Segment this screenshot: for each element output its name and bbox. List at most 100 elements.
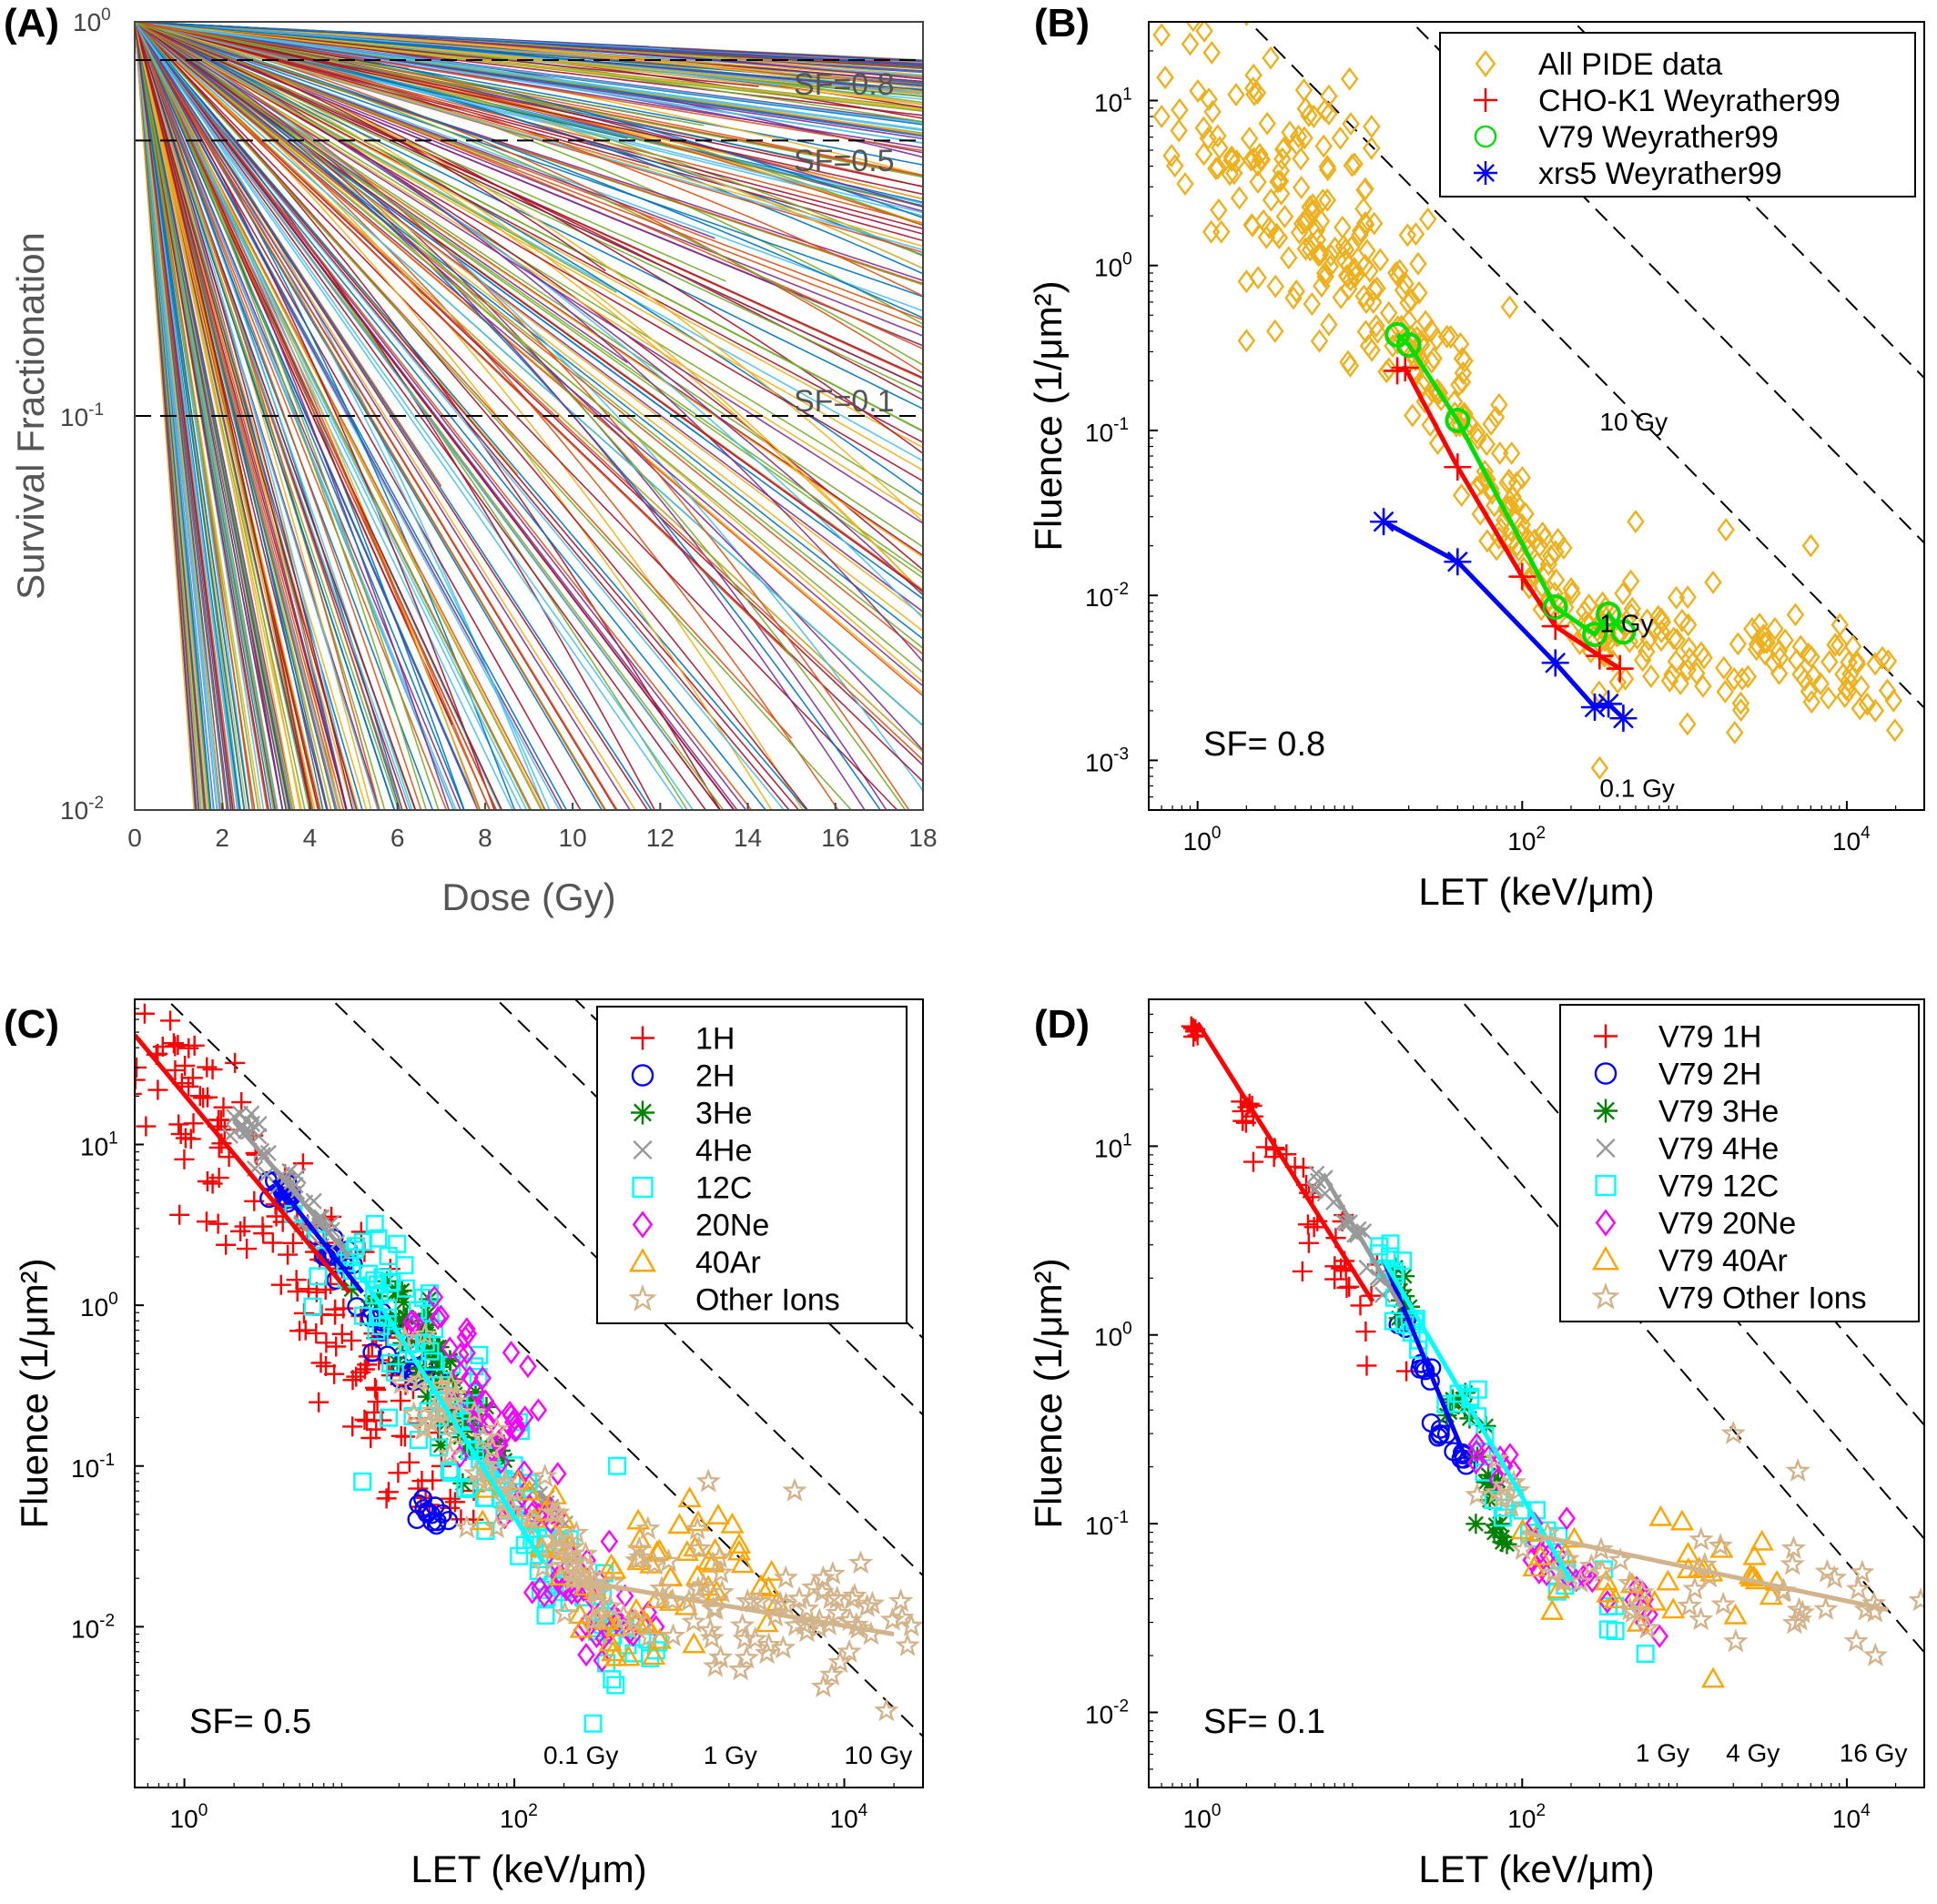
data-point bbox=[577, 1643, 595, 1667]
a-xtick-label: 4 bbox=[303, 824, 318, 852]
survival-curve bbox=[135, 22, 480, 810]
data-point bbox=[1243, 214, 1262, 238]
data-point bbox=[426, 1515, 447, 1535]
data-point bbox=[1561, 619, 1580, 643]
legend-entry: 4He bbox=[633, 1134, 752, 1169]
data-point bbox=[1290, 220, 1309, 245]
data-point bbox=[390, 1391, 411, 1412]
data-point bbox=[1455, 1382, 1476, 1403]
fit-line bbox=[272, 1179, 365, 1294]
survival-curve bbox=[135, 22, 519, 169]
series-other-ions bbox=[389, 1322, 923, 1722]
survival-curve bbox=[135, 22, 923, 726]
xtick-label: 100 bbox=[1183, 824, 1222, 856]
data-point bbox=[1293, 211, 1312, 236]
data-point bbox=[1638, 608, 1657, 633]
data-point bbox=[1731, 691, 1750, 715]
data-point bbox=[1553, 1542, 1577, 1564]
data-point bbox=[1664, 626, 1683, 651]
data-point bbox=[258, 1166, 275, 1183]
data-point bbox=[1342, 112, 1360, 137]
survival-curve bbox=[135, 22, 726, 282]
data-point bbox=[1478, 529, 1496, 553]
data-point bbox=[324, 1363, 345, 1384]
data-point bbox=[782, 1477, 807, 1502]
data-point bbox=[1791, 662, 1810, 686]
data-point bbox=[1725, 666, 1743, 691]
data-point bbox=[1652, 607, 1670, 632]
data-point bbox=[1432, 388, 1450, 412]
data-point bbox=[1298, 1232, 1319, 1253]
legend-entry: V79 12C bbox=[1595, 1170, 1779, 1204]
survival-curve bbox=[135, 22, 923, 762]
data-point bbox=[1371, 248, 1390, 272]
data-point bbox=[759, 1559, 784, 1581]
data-point bbox=[1749, 1529, 1774, 1551]
data-point bbox=[563, 1520, 589, 1544]
legend-entry: V79 3He bbox=[1594, 1095, 1779, 1129]
data-point bbox=[895, 1632, 920, 1656]
data-point bbox=[1156, 66, 1174, 90]
survival-curve bbox=[135, 22, 923, 593]
data-point bbox=[1714, 655, 1733, 680]
data-point bbox=[1352, 218, 1370, 243]
data-point bbox=[1194, 142, 1213, 167]
legend-entry: V79 40Ar bbox=[1591, 1244, 1788, 1279]
data-point bbox=[366, 1419, 387, 1440]
data-point bbox=[1338, 265, 1356, 289]
data-point bbox=[1843, 1628, 1869, 1653]
data-point bbox=[546, 1525, 573, 1550]
data-point bbox=[182, 1068, 203, 1089]
data-point bbox=[639, 1600, 657, 1625]
data-point bbox=[540, 1499, 565, 1524]
data-point bbox=[587, 1624, 606, 1648]
data-point bbox=[353, 1306, 372, 1325]
data-point bbox=[393, 1291, 414, 1312]
data-point bbox=[1547, 540, 1565, 564]
data-point bbox=[667, 1513, 692, 1534]
survival-curve bbox=[135, 22, 923, 444]
panel-a-label: (A) bbox=[4, 1, 59, 46]
data-point bbox=[1222, 148, 1241, 173]
data-point bbox=[440, 1351, 461, 1372]
data-point bbox=[418, 1409, 443, 1433]
survival-curve bbox=[135, 22, 491, 810]
data-point bbox=[1589, 1558, 1615, 1583]
data-point bbox=[1642, 664, 1660, 689]
data-point bbox=[1604, 649, 1622, 673]
data-point bbox=[1315, 98, 1334, 123]
survival-curve bbox=[135, 22, 461, 810]
data-point bbox=[505, 1407, 524, 1432]
data-point bbox=[1105, 45, 1121, 65]
data-point bbox=[685, 1510, 711, 1532]
data-point bbox=[1741, 1565, 1766, 1586]
data-point bbox=[1579, 593, 1598, 618]
data-point bbox=[231, 1092, 252, 1113]
legend-marker bbox=[1595, 1209, 1617, 1237]
data-point bbox=[1617, 1570, 1643, 1595]
data-point bbox=[1465, 1482, 1490, 1506]
data-point bbox=[1356, 212, 1375, 237]
data-point bbox=[1542, 544, 1560, 569]
legend-label: 4He bbox=[695, 1134, 752, 1169]
data-point bbox=[706, 1544, 733, 1569]
data-point bbox=[1679, 636, 1699, 661]
data-point bbox=[502, 1341, 521, 1365]
data-point bbox=[1489, 1484, 1515, 1509]
ytick-label: 100 bbox=[1094, 1320, 1132, 1352]
legend-marker bbox=[1475, 50, 1496, 77]
data-point bbox=[1296, 210, 1314, 235]
data-point bbox=[480, 1436, 505, 1461]
data-point bbox=[1723, 1628, 1749, 1653]
survival-curve bbox=[135, 22, 923, 754]
data-point bbox=[1678, 585, 1697, 610]
data-point bbox=[1831, 633, 1849, 657]
data-point bbox=[169, 1204, 190, 1225]
legend-label: xrs5 Weyrather99 bbox=[1538, 157, 1782, 191]
data-point bbox=[252, 1216, 273, 1237]
survival-curve bbox=[135, 22, 422, 810]
survival-curve bbox=[135, 22, 396, 810]
data-point bbox=[606, 1676, 625, 1695]
panel-d: (D) 1 Gy 4 Gy 16 Gy 100 102 104 101 100 10-1 10-2 L… bbox=[1027, 998, 1925, 1890]
data-point bbox=[1776, 628, 1794, 653]
